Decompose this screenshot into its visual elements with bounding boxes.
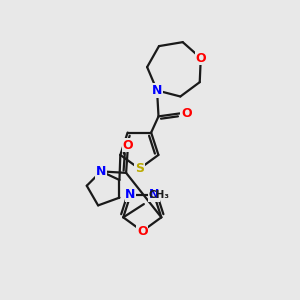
Text: N: N	[152, 84, 162, 97]
Text: N: N	[149, 188, 159, 202]
Text: O: O	[196, 52, 206, 64]
Text: N: N	[96, 165, 106, 178]
Text: O: O	[137, 225, 148, 238]
Text: O: O	[181, 107, 191, 120]
Text: CH₃: CH₃	[148, 190, 169, 200]
Text: O: O	[122, 139, 133, 152]
Text: N: N	[125, 188, 136, 202]
Text: S: S	[135, 162, 144, 175]
